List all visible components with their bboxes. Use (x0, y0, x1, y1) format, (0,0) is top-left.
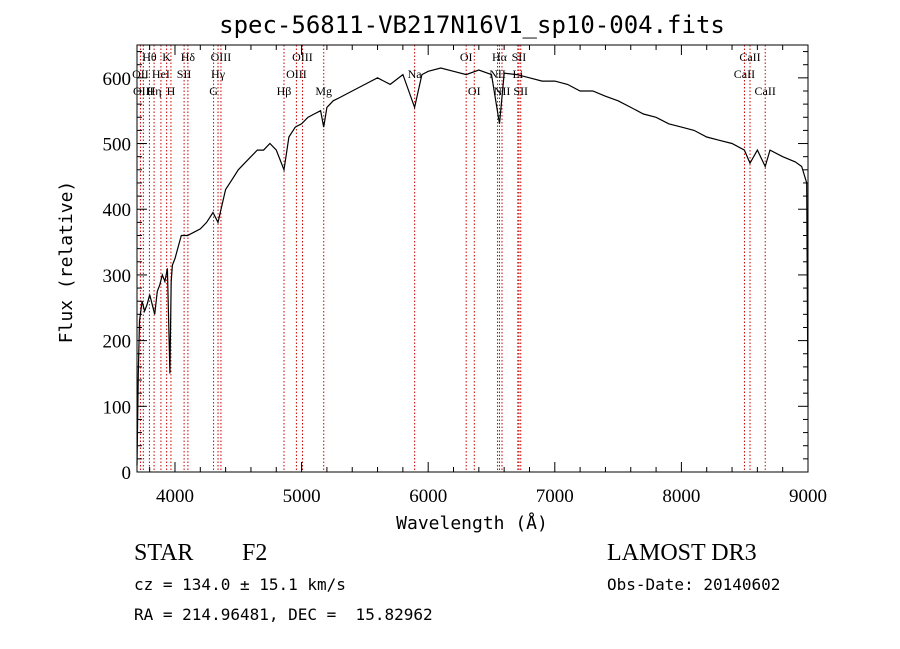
object-subclass: F2 (242, 540, 268, 566)
x-tick-label: 5000 (283, 486, 321, 507)
x-tick-label: 6000 (409, 486, 447, 507)
observation-date: Obs-Date: 20140602 (607, 575, 781, 594)
line-label: OII (132, 67, 149, 81)
coordinates-readout: RA = 214.96481, DEC = 15.82962 (134, 605, 433, 624)
spectrum-line (136, 67, 809, 466)
redshift-readout: cz = 134.0 ± 15.1 km/s (134, 575, 346, 594)
line-label: Mg (315, 84, 332, 98)
line-label: Hδ (181, 50, 196, 64)
y-tick-label: 100 (103, 397, 132, 418)
plot-frame (136, 44, 809, 473)
x-tick-label: 4000 (156, 486, 194, 507)
x-axis: 4000 5000 6000 7000 8000 9000 (149, 45, 827, 507)
x-tick-label: 7000 (536, 486, 574, 507)
y-tick-label: 400 (103, 200, 132, 221)
survey-name: LAMOST DR3 (607, 540, 757, 566)
line-label: SII (177, 67, 192, 81)
line-label: Na (408, 67, 423, 81)
chart-title: spec-56811-VB217N16V1_sp10-004.fits (219, 11, 725, 39)
line-label: CaII (739, 50, 760, 64)
y-tick-label: 300 (103, 266, 132, 287)
y-tick-label: 200 (103, 332, 132, 353)
x-tick-label: 9000 (789, 486, 827, 507)
line-label: Hγ (211, 67, 226, 81)
line-label: K (162, 50, 171, 64)
object-class: STAR (134, 540, 194, 566)
y-tick-label: 500 (103, 135, 132, 156)
y-tick-label: 600 (103, 69, 132, 90)
line-label: OIII (211, 50, 232, 64)
x-tick-label: 8000 (662, 486, 700, 507)
line-label: OIII (133, 84, 154, 98)
line-label: SII (513, 84, 528, 98)
y-axis-label: Flux (relative) (56, 181, 77, 344)
line-label: HeI (152, 67, 170, 81)
y-tick-label: 0 (122, 463, 132, 484)
line-label: CaII (755, 84, 776, 98)
line-label: CaII (734, 67, 755, 81)
line-label: OI (468, 84, 481, 98)
line-label: Hη (147, 84, 162, 98)
y-axis: 0 100 200 300 400 500 600 (103, 51, 808, 484)
line-label: OI (460, 50, 473, 64)
line-label: H (167, 84, 176, 98)
line-label: OIII (286, 67, 307, 81)
line-label: G (209, 84, 218, 98)
line-label: Hθ (142, 50, 157, 64)
spectral-line-markers (139, 45, 766, 472)
line-label: OIII (292, 50, 313, 64)
x-axis-label: Wavelength (Å) (396, 512, 548, 534)
line-label: SII (512, 50, 527, 64)
line-label: Hα (492, 50, 508, 64)
line-label: Li (512, 67, 523, 81)
line-label: Hβ (277, 84, 292, 98)
line-label: NII (489, 67, 506, 81)
